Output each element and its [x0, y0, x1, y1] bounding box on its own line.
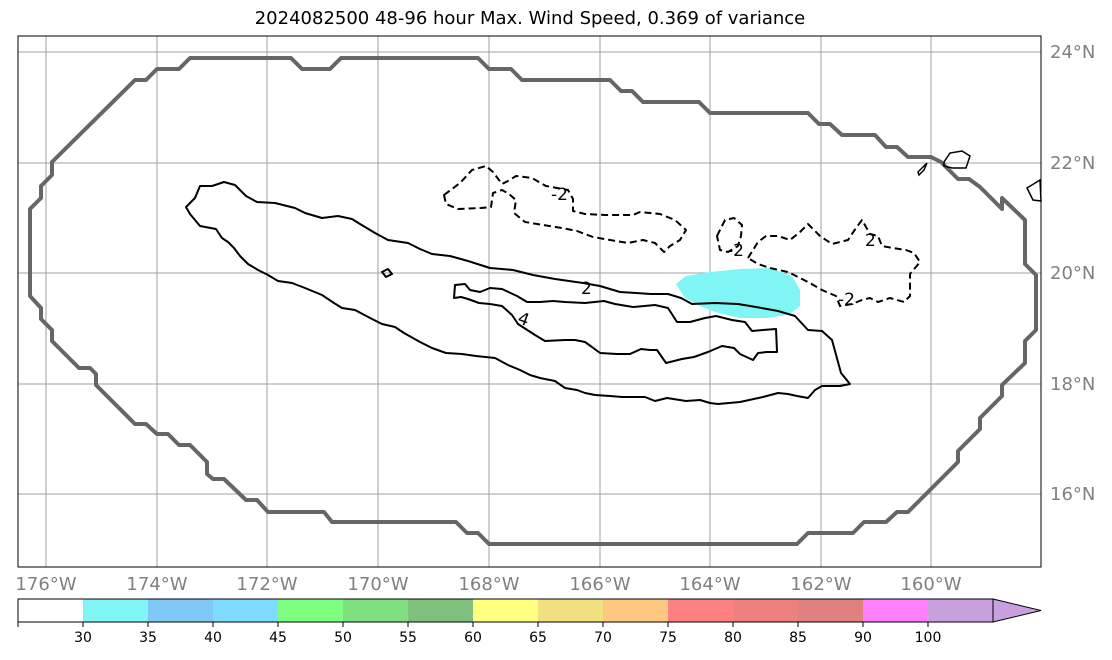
colorbar-tick-label: 100	[915, 630, 942, 646]
lat-label: 24°N	[1050, 42, 1095, 63]
contour-neg2-a	[443, 165, 687, 253]
colorbar-segment	[603, 599, 668, 622]
contour-neg2-c	[747, 219, 921, 307]
colorbar-tick-label: 90	[854, 630, 872, 646]
lat-label: 20°N	[1050, 263, 1095, 284]
map-title: 2024082500 48-96 hour Max. Wind Speed, 0…	[254, 8, 806, 29]
lon-label: 172°W	[236, 574, 297, 595]
forecast-domain-outline	[28, 56, 1038, 546]
lon-label: 170°W	[347, 574, 408, 595]
lon-label: 162°W	[790, 574, 851, 595]
contour-small-ring	[381, 268, 393, 278]
colorbar-segment	[733, 599, 798, 622]
colorbar-segment	[278, 599, 343, 622]
colorbar-segment	[18, 599, 83, 622]
contour-label: 2	[865, 231, 876, 251]
colorbar-segment	[408, 599, 473, 622]
colorbar-segment	[343, 599, 408, 622]
contour-label: -2	[551, 185, 568, 205]
colorbar-segment	[668, 599, 733, 622]
colorbar-segment	[798, 599, 863, 622]
longitude-labels: 176°W 174°W 172°W 170°W 168°W 166°W 164°…	[15, 574, 961, 595]
lon-label: 166°W	[569, 574, 630, 595]
colorbar: 30 35 40 45 50 55 60 65 70 75 80 85 90 100	[17, 598, 1042, 646]
colorbar-tick-label: 50	[334, 630, 352, 646]
colorbar-segment	[83, 599, 148, 622]
contour-label: 2	[581, 279, 592, 299]
contour-label: -2	[838, 290, 855, 310]
lon-label: 164°W	[679, 574, 740, 595]
colorbar-segment	[148, 599, 213, 622]
colorbar-outline	[17, 598, 994, 623]
colorbar-tick-label: 75	[659, 630, 677, 646]
colorbar-segment	[213, 599, 278, 622]
contour-2	[185, 181, 851, 405]
contour-neg2-b	[716, 217, 743, 253]
colorbar-tick-label: 55	[399, 630, 417, 646]
colorbar-extension-arrow	[992, 598, 1042, 623]
negative-contours	[443, 165, 921, 307]
lat-label: 16°N	[1050, 484, 1095, 505]
contour-label: -2	[727, 241, 744, 261]
colorbar-tick-label: 45	[269, 630, 287, 646]
colorbar-tick-label: 30	[74, 630, 92, 646]
colorbar-tick-label: 80	[724, 630, 742, 646]
colorbar-tick-label: 65	[529, 630, 547, 646]
contour-4	[453, 283, 778, 364]
lon-label: 160°W	[900, 574, 961, 595]
colorbar-tick-label: 35	[139, 630, 157, 646]
colorbar-segment	[473, 599, 538, 622]
positive-contours	[185, 181, 851, 405]
colorbar-swatches	[17, 598, 1042, 623]
island-niihau	[917, 162, 928, 177]
lat-label: 18°N	[1050, 374, 1095, 395]
lat-label: 22°N	[1050, 153, 1095, 174]
wind-shading-30-35	[676, 268, 800, 318]
colorbar-ticks: 30 35 40 45 50 55 60 65 70 75 80 85 90 100	[17, 622, 942, 646]
colorbar-tick-label: 60	[464, 630, 482, 646]
latitude-labels: 24°N 22°N 20°N 18°N 16°N	[1050, 42, 1095, 505]
lon-label: 176°W	[15, 574, 76, 595]
map-frame	[17, 35, 1042, 568]
colorbar-tick-label: 85	[789, 630, 807, 646]
colorbar-tick-label: 40	[204, 630, 222, 646]
lon-label: 168°W	[458, 574, 519, 595]
map-plot-area: 2 4 -2 -2 -2 2	[17, 35, 1042, 568]
island-kauai	[943, 150, 971, 169]
colorbar-segment	[863, 599, 928, 622]
colorbar-segment	[538, 599, 603, 622]
lon-label: 174°W	[126, 574, 187, 595]
colorbar-segment	[928, 599, 993, 622]
colorbar-tick-label: 70	[594, 630, 612, 646]
